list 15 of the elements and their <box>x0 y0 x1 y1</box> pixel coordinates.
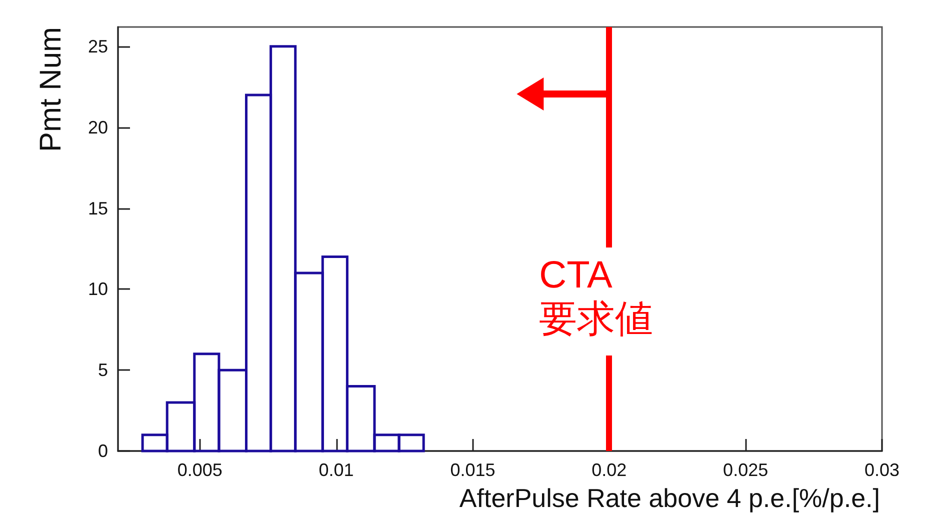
y-tick-label: 25 <box>88 36 108 56</box>
y-tick-label: 15 <box>88 198 108 218</box>
y-axis-title: Pmt Num <box>34 27 68 152</box>
y-tick-label: 0 <box>98 441 108 461</box>
x-tick-label: 0.03 <box>864 460 900 480</box>
x-axis-title: AfterPulse Rate above 4 p.e.[%/p.e.] <box>459 483 880 513</box>
x-tick-label: 0.01 <box>318 460 354 480</box>
y-tick-label: 10 <box>88 279 108 300</box>
y-tick-label: 5 <box>98 360 108 380</box>
y-tick-label: 20 <box>88 117 108 138</box>
x-tick-label: 0.025 <box>723 460 768 480</box>
ref-line-label: CTA 要求値 <box>539 254 654 340</box>
x-tick-label: 0.015 <box>450 460 496 480</box>
x-tick-label: 0.02 <box>592 460 627 480</box>
x-tick-label: 0.005 <box>177 460 222 480</box>
